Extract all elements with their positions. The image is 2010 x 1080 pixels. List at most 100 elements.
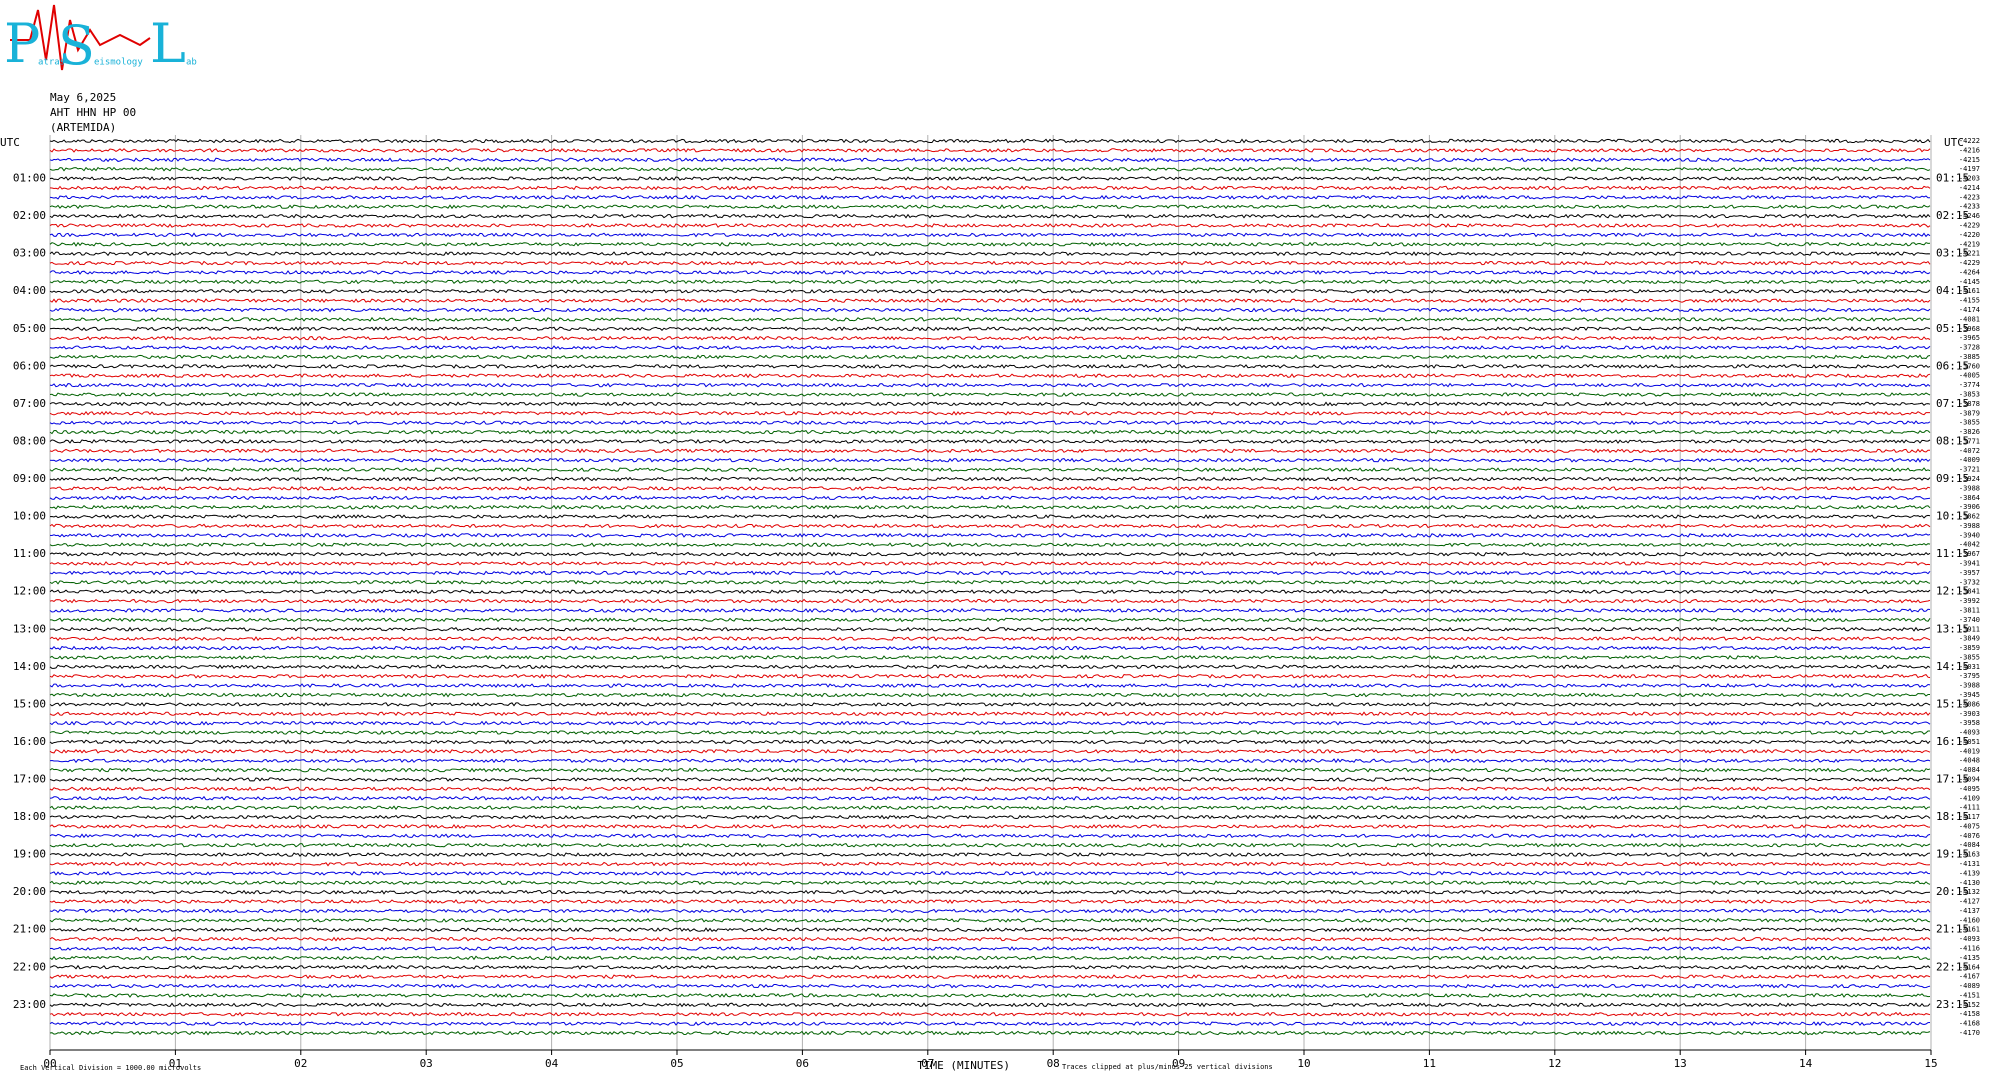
trace-offset: -3855 [1959,653,1980,661]
trace-offset: -4203 [1959,175,1980,183]
trace [49,608,1931,613]
right-hour-label: 13:15 [1936,622,1969,635]
right-hour-label: 17:15 [1936,772,1969,785]
trace [49,692,1930,698]
left-hour-label: 13:00 [13,622,46,635]
trace [49,739,1931,745]
left-hour-label: 11:00 [13,547,46,560]
trace-offset: -4009 [1959,456,1980,464]
trace [49,138,1931,144]
trace-offset: -3958 [1959,719,1980,727]
trace [49,204,1931,210]
station: AHT HHN HP 00 [50,106,136,119]
trace-offset: -3760 [1959,362,1980,370]
trace-offset: -3885 [1959,353,1980,361]
trace [49,382,1931,388]
left-hour-label: 21:00 [13,923,46,936]
trace [49,673,1931,679]
trace [49,955,1931,961]
right-hour-label: 04:15 [1936,284,1969,297]
trace-offset: -4167 [1959,973,1980,981]
x-tick-label: 11 [1423,1057,1436,1070]
left-axis-title: UTC [0,136,20,149]
trace [49,795,1931,801]
trace [49,241,1931,247]
trace-offset: -3774 [1959,381,1980,389]
right-hour-label: 23:15 [1936,998,1969,1011]
trace [49,232,1931,238]
trace-offset: -3992 [1959,597,1980,605]
trace [49,936,1931,942]
right-hour-label: 11:15 [1936,547,1969,560]
trace-offset: -4094 [1959,775,1980,783]
trace-offset: -4109 [1959,794,1980,802]
trace-offset: -3903 [1959,710,1980,718]
trace-offset: -4048 [1959,757,1980,765]
trace [49,307,1931,313]
trace [49,542,1931,548]
trace [50,617,1931,623]
trace [49,551,1931,557]
trace-offset: -3967 [1959,550,1980,558]
trace-offset: -4117 [1959,813,1980,821]
trace [49,589,1931,595]
left-hour-label: 16:00 [13,735,46,748]
trace [49,420,1931,426]
trace [49,702,1931,707]
x-tick-label: 06 [796,1057,809,1070]
trace-offset: -4152 [1959,1001,1980,1009]
x-tick-label: 14 [1799,1057,1813,1070]
trace [49,927,1931,933]
trace-offset: -3878 [1959,400,1980,408]
trace [49,598,1931,604]
trace-offset: -4170 [1959,1029,1980,1037]
left-hour-label: 02:00 [13,209,46,222]
left-hour-label: 12:00 [13,585,46,598]
trace-offset: -3988 [1959,522,1980,530]
trace-offset: -4246 [1959,212,1980,220]
trace-offset: -4222 [1959,137,1980,145]
left-hour-label: 05:00 [13,322,46,335]
trace-offset: -3740 [1959,616,1980,624]
trace [49,401,1931,407]
right-hour-label: 08:15 [1936,434,1969,447]
trace [49,438,1931,444]
logo-letter: P [4,12,40,75]
trace-offset: -4220 [1959,231,1980,239]
trace [49,664,1931,670]
trace [49,992,1931,998]
trace-offset: -4163 [1959,851,1980,859]
trace-offset: -4151 [1959,991,1980,999]
trace [49,824,1931,829]
logo-wave [10,4,151,71]
trace-offset: -4072 [1959,447,1980,455]
trace [49,504,1931,510]
left-hour-label: 08:00 [13,434,46,447]
trace-offset: -4019 [1959,747,1980,755]
trace [49,899,1931,905]
trace-offset: -3795 [1959,672,1980,680]
trace [49,326,1931,332]
logo-letter: S [58,14,95,77]
trace-offset: -4084 [1959,841,1980,849]
trace [49,870,1931,876]
trace [49,683,1931,689]
left-hour-label: 15:00 [13,697,46,710]
trace-offset: -3879 [1959,409,1980,417]
right-hour-label: 22:15 [1936,960,1969,973]
trace [49,946,1931,951]
trace [49,777,1931,783]
trace [49,570,1931,576]
right-hour-label: 12:15 [1936,585,1969,598]
right-hour-label: 05:15 [1936,322,1969,335]
trace [49,730,1930,735]
trace [49,711,1931,717]
trace-offset: -4229 [1959,222,1980,230]
trace [49,335,1931,341]
right-hour-label: 07:15 [1936,397,1969,410]
trace [49,908,1931,914]
left-hour-label: 10:00 [13,510,46,523]
trace-offset: -3826 [1959,428,1980,436]
